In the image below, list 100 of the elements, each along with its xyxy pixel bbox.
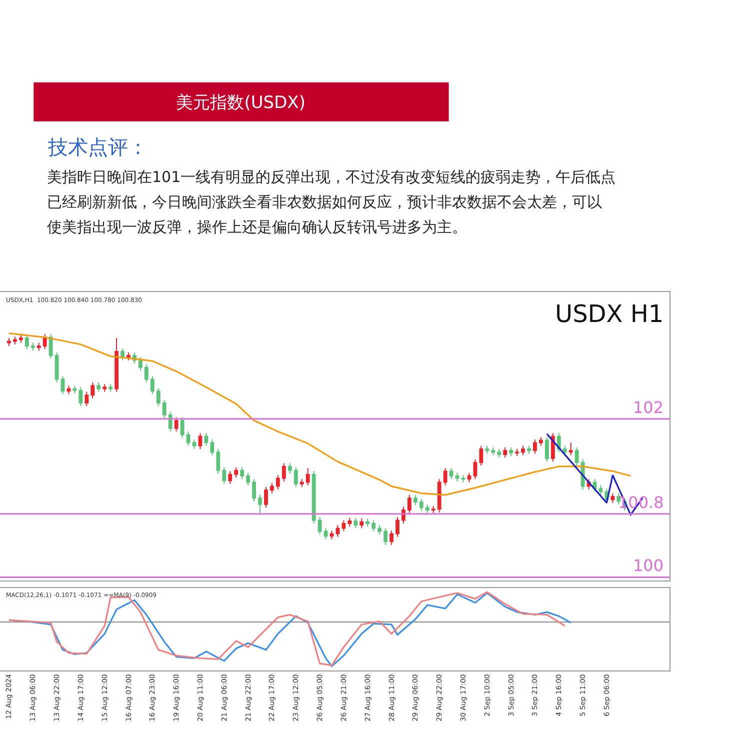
candlestick bbox=[509, 446, 514, 457]
candlestick bbox=[527, 445, 531, 454]
candlestick bbox=[186, 431, 190, 446]
candlestick bbox=[538, 436, 543, 446]
candlestick bbox=[497, 448, 502, 458]
candlestick bbox=[413, 494, 418, 506]
candlestick bbox=[378, 524, 382, 536]
candlestick bbox=[18, 334, 23, 344]
candlestick bbox=[144, 364, 148, 383]
candlestick bbox=[192, 438, 196, 450]
candlestick bbox=[396, 516, 400, 538]
candlestick bbox=[60, 376, 65, 395]
candlestick bbox=[228, 470, 232, 484]
candlestick bbox=[574, 446, 579, 466]
candlestick bbox=[366, 518, 370, 528]
candlestick bbox=[42, 334, 47, 350]
ref-line-label: 100 bbox=[633, 556, 664, 575]
candlestick bbox=[467, 472, 472, 483]
candlestick bbox=[294, 466, 298, 488]
candlestick bbox=[270, 482, 274, 494]
candlestick bbox=[491, 446, 496, 456]
candlestick bbox=[336, 524, 340, 538]
candlestick bbox=[168, 411, 172, 432]
candlestick bbox=[222, 466, 226, 484]
candlestick bbox=[437, 478, 442, 513]
candlestick bbox=[306, 467, 310, 486]
candlestick bbox=[384, 528, 388, 546]
candlestick bbox=[96, 382, 101, 392]
chart-subtitle: 技术点评： bbox=[47, 135, 148, 159]
candlestick bbox=[455, 472, 460, 482]
candlestick bbox=[30, 342, 35, 352]
candlestick bbox=[533, 438, 537, 454]
candlestick bbox=[24, 334, 29, 350]
candlestick bbox=[521, 445, 525, 456]
candlestick bbox=[348, 517, 352, 528]
candlestick bbox=[138, 356, 142, 372]
text: 美指昨日晚间在101一线有明显的反弹出现，不过没有改变短线的疲弱走势，午后低点 bbox=[47, 168, 616, 186]
candlestick bbox=[84, 391, 89, 407]
candlestick bbox=[300, 478, 304, 488]
candlestick bbox=[66, 385, 71, 395]
candlestick bbox=[550, 432, 555, 462]
annotation: USDX H1 bbox=[555, 300, 664, 328]
candlestick bbox=[330, 530, 334, 540]
candlestick bbox=[360, 518, 364, 529]
candlestick bbox=[72, 385, 77, 394]
candlestick bbox=[12, 336, 17, 345]
candlestick bbox=[258, 494, 262, 514]
candlestick bbox=[610, 492, 615, 504]
candlestick bbox=[443, 467, 448, 486]
candlestick bbox=[150, 376, 154, 395]
candlestick bbox=[246, 472, 250, 486]
candlestick bbox=[78, 386, 83, 407]
candlestick bbox=[36, 342, 41, 352]
candlestick bbox=[210, 438, 214, 456]
candlestick bbox=[479, 445, 484, 466]
candlestick bbox=[234, 466, 238, 478]
candlestick bbox=[120, 348, 124, 361]
candlestick bbox=[252, 478, 256, 502]
candlestick bbox=[431, 506, 436, 514]
candlestick bbox=[102, 384, 107, 392]
candlestick bbox=[54, 352, 59, 383]
candlestick bbox=[216, 448, 220, 474]
candlestick bbox=[48, 334, 53, 360]
candlestick bbox=[7, 338, 11, 346]
candlestick bbox=[515, 448, 519, 457]
candlestick bbox=[162, 399, 166, 419]
text: 使美指出现一波反弹，操作上还是偏向确认反转讯号进多为主。 bbox=[47, 218, 467, 236]
candlestick bbox=[198, 432, 202, 450]
candlestick bbox=[419, 498, 424, 512]
candlestick bbox=[240, 466, 244, 480]
candlestick bbox=[562, 445, 567, 456]
candlestick bbox=[425, 504, 430, 514]
candlestick bbox=[276, 474, 280, 490]
candlestick bbox=[156, 387, 160, 407]
candlestick bbox=[544, 436, 549, 462]
candlestick bbox=[312, 470, 316, 524]
ref-line-label: 102 bbox=[633, 398, 664, 417]
candlestick bbox=[108, 384, 113, 392]
text: 已经刷新新低，今日晚间涨跌全看非农数据如何反应，预计非农数据不会太差，可以 bbox=[47, 193, 602, 211]
candlestick bbox=[598, 484, 603, 496]
candlestick bbox=[354, 517, 358, 529]
candlestick bbox=[126, 352, 130, 361]
candlestick bbox=[461, 474, 466, 483]
candlestick bbox=[568, 442, 573, 456]
candlestick bbox=[288, 462, 292, 474]
chart-title: 美元指数(USDX) bbox=[176, 92, 306, 113]
candlestick bbox=[503, 446, 508, 458]
candlestick bbox=[204, 432, 208, 446]
candlestick bbox=[264, 486, 268, 508]
candlestick bbox=[282, 462, 286, 482]
candlestick bbox=[372, 520, 376, 532]
candlestick bbox=[485, 445, 490, 454]
candlestick bbox=[449, 467, 454, 480]
candlestick bbox=[174, 416, 178, 432]
candlestick bbox=[342, 520, 346, 532]
candlestick bbox=[473, 458, 478, 480]
candlestick bbox=[90, 382, 95, 399]
candlestick bbox=[180, 416, 184, 438]
candlestick bbox=[114, 338, 119, 392]
candlestick bbox=[324, 528, 328, 540]
